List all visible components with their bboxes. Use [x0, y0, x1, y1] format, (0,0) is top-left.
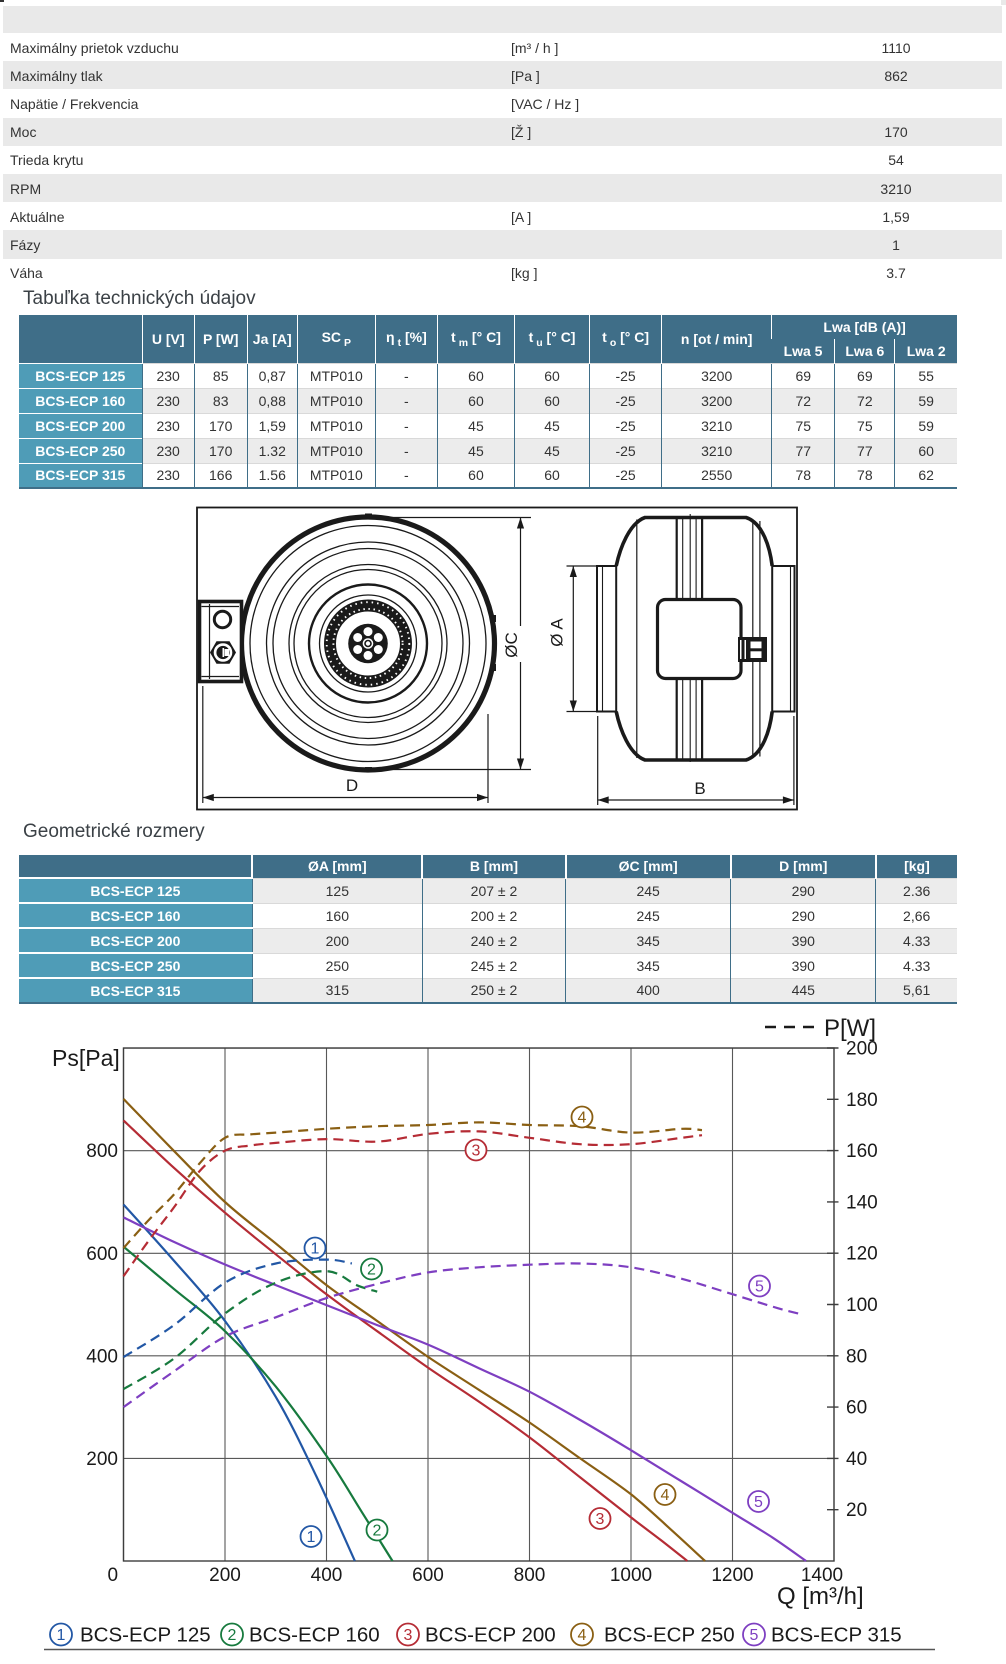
svg-text:5: 5	[750, 1627, 759, 1644]
svg-text:200: 200	[846, 1039, 878, 1060]
svg-text:60: 60	[846, 1398, 867, 1419]
svg-text:40: 40	[846, 1449, 867, 1470]
svg-text:100: 100	[846, 1295, 878, 1316]
svg-text:180: 180	[846, 1090, 878, 1111]
svg-text:800: 800	[514, 1565, 546, 1586]
svg-text:4: 4	[578, 1110, 587, 1127]
svg-text:400: 400	[86, 1346, 118, 1367]
svg-text:D: D	[346, 776, 358, 795]
svg-text:1: 1	[311, 1241, 320, 1258]
svg-text:400: 400	[311, 1565, 343, 1586]
svg-text:800: 800	[86, 1141, 118, 1162]
svg-text:2: 2	[367, 1262, 376, 1279]
svg-text:2: 2	[228, 1627, 237, 1644]
svg-text:BCS-ECP 160: BCS-ECP 160	[249, 1624, 380, 1647]
svg-text:B: B	[694, 779, 705, 798]
svg-text:0: 0	[108, 1565, 119, 1586]
svg-text:BCS-ECP 250: BCS-ECP 250	[604, 1624, 735, 1647]
svg-text:160: 160	[846, 1141, 878, 1162]
svg-text:Q [m³/h]: Q [m³/h]	[777, 1583, 864, 1610]
svg-text:3: 3	[596, 1511, 605, 1528]
svg-text:20: 20	[846, 1500, 867, 1521]
svg-text:ØC: ØC	[502, 632, 521, 658]
svg-text:5: 5	[755, 1279, 764, 1296]
svg-text:5: 5	[754, 1494, 763, 1511]
svg-text:Ø A: Ø A	[548, 618, 567, 647]
svg-text:200: 200	[209, 1565, 241, 1586]
svg-text:1000: 1000	[610, 1565, 652, 1586]
svg-text:2: 2	[373, 1523, 382, 1540]
svg-text:1400: 1400	[801, 1565, 843, 1586]
svg-text:140: 140	[846, 1192, 878, 1213]
svg-text:600: 600	[86, 1244, 118, 1265]
svg-text:1: 1	[57, 1627, 66, 1644]
svg-text:1200: 1200	[711, 1565, 753, 1586]
svg-text:1: 1	[307, 1529, 316, 1546]
svg-text:BCS-ECP 200: BCS-ECP 200	[425, 1624, 556, 1647]
svg-text:4: 4	[578, 1627, 587, 1644]
svg-text:3: 3	[472, 1143, 481, 1160]
svg-text:200: 200	[86, 1449, 118, 1470]
svg-text:3: 3	[404, 1627, 413, 1644]
svg-text:80: 80	[846, 1346, 867, 1367]
svg-text:BCS-ECP 125: BCS-ECP 125	[80, 1624, 211, 1647]
svg-text:600: 600	[412, 1565, 444, 1586]
svg-text:4: 4	[661, 1487, 670, 1504]
svg-text:BCS-ECP 315: BCS-ECP 315	[771, 1624, 902, 1647]
svg-text:120: 120	[846, 1244, 878, 1265]
svg-text:P[W]: P[W]	[824, 1015, 876, 1042]
svg-text:Ps[Pa]: Ps[Pa]	[52, 1045, 120, 1071]
